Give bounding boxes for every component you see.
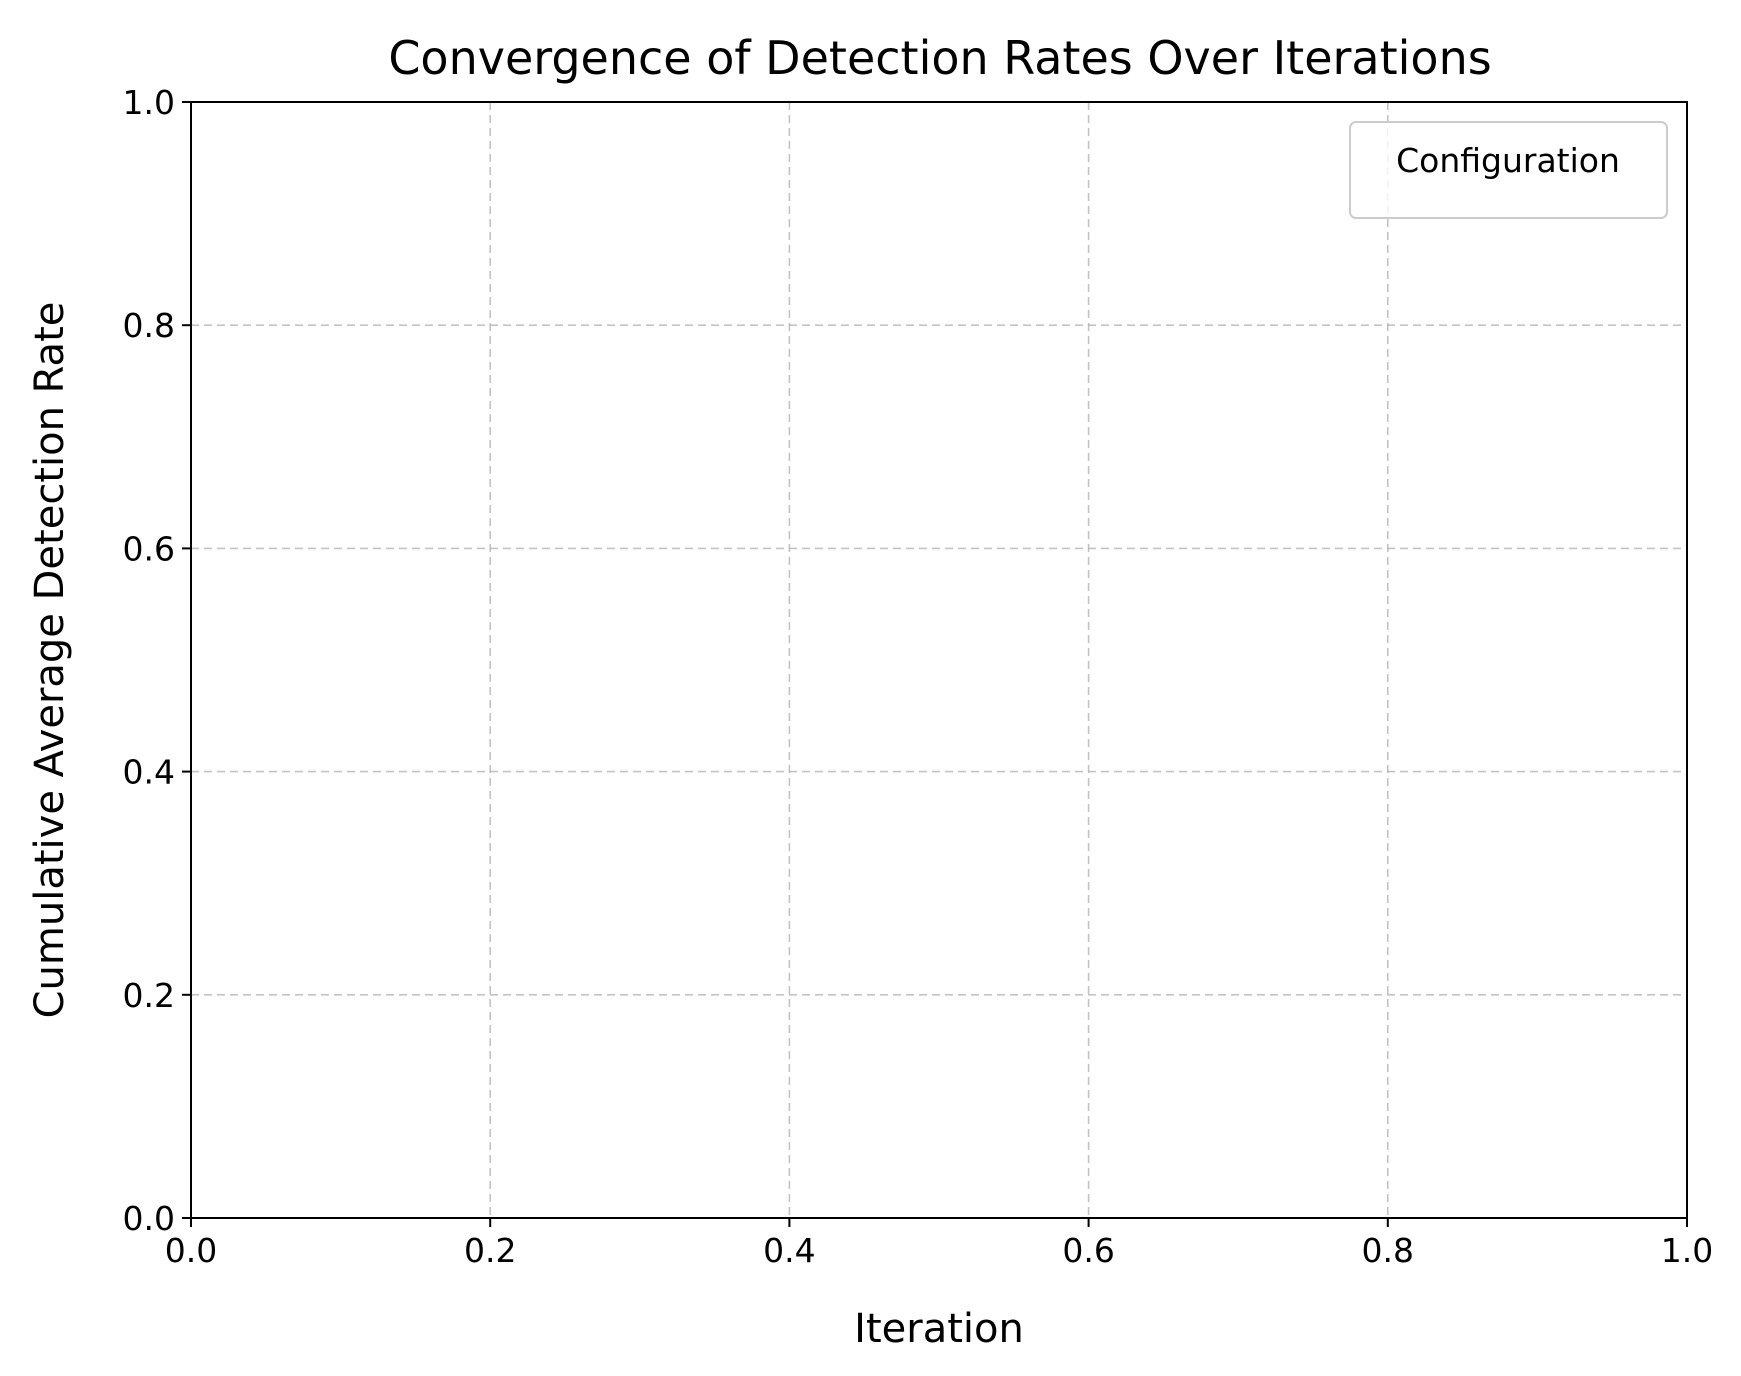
- y-axis: 0.0 0.2 0.4 0.6 0.8 1.0: [123, 83, 191, 1238]
- y-tick-label: 0.8: [123, 306, 175, 345]
- x-tick-label: 0.2: [464, 1231, 516, 1270]
- x-tick-label: 1.0: [1661, 1231, 1713, 1270]
- chart-title: Convergence of Detection Rates Over Iter…: [388, 31, 1491, 85]
- y-tick-label: 1.0: [123, 83, 175, 122]
- y-tick-label: 0.0: [123, 1199, 175, 1238]
- y-tick-label: 0.4: [123, 753, 175, 792]
- legend: Configuration: [1349, 121, 1668, 219]
- x-tick-label: 0.4: [763, 1231, 815, 1270]
- y-tick-label: 0.6: [123, 529, 175, 568]
- x-tick-label: 0.6: [1062, 1231, 1114, 1270]
- y-tick-label: 0.2: [123, 976, 175, 1015]
- x-tick-label: 0.8: [1362, 1231, 1414, 1270]
- y-axis-label: Cumulative Average Detection Rate: [27, 302, 73, 1019]
- legend-title: Configuration: [1396, 141, 1620, 180]
- legend-box: [1349, 121, 1668, 219]
- x-tick-label: 0.0: [165, 1231, 217, 1270]
- x-axis-label: Iteration: [854, 1306, 1024, 1352]
- x-axis: 0.0 0.2 0.4 0.6 0.8 1.0: [165, 1218, 1713, 1270]
- plot-area-frame: [190, 101, 1688, 1219]
